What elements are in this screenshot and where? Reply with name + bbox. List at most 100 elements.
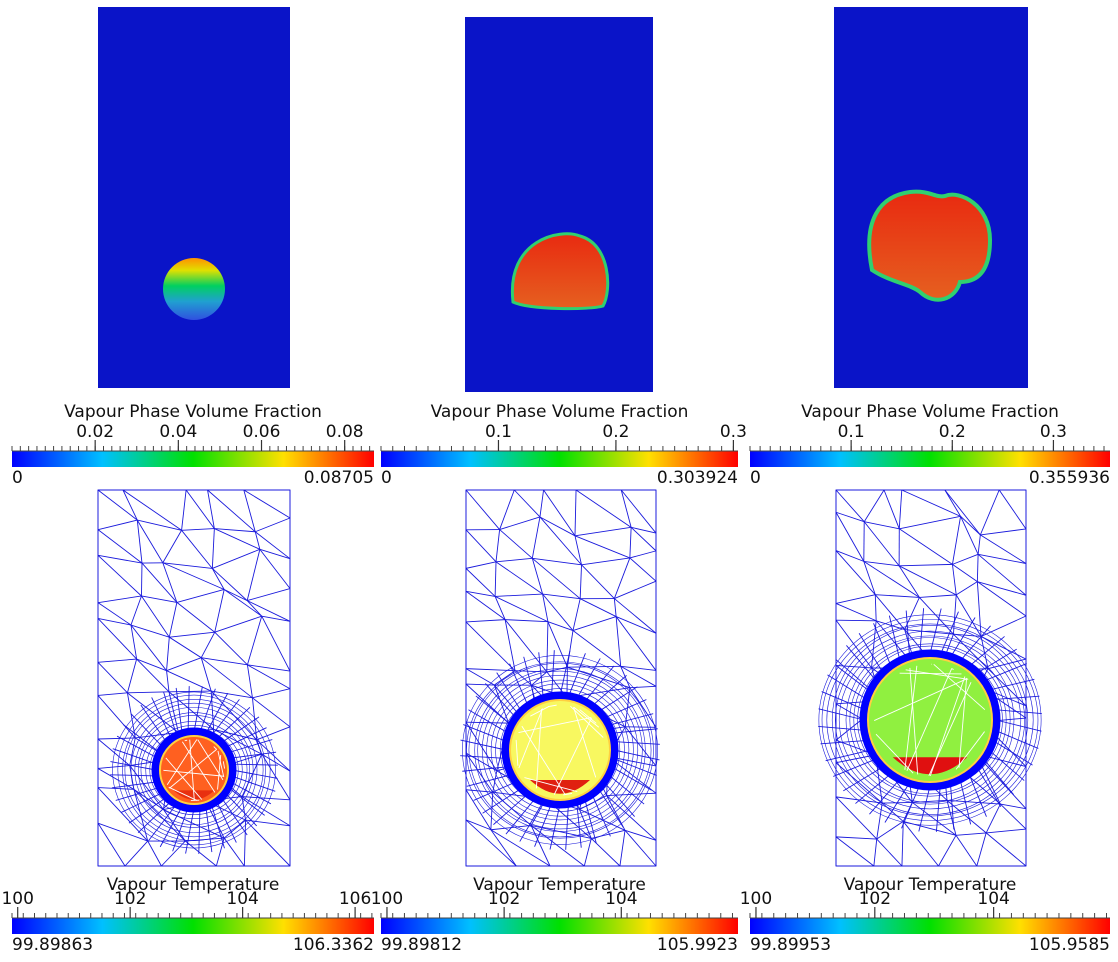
mesh-edge	[836, 595, 875, 604]
mesh-edge	[956, 582, 977, 595]
mesh-edge	[161, 841, 185, 866]
mesh-edge	[977, 833, 986, 866]
mesh-edge	[614, 750, 660, 760]
tick-label: 102	[488, 889, 520, 909]
mesh-edge	[98, 530, 142, 563]
tick-label: 0.04	[159, 422, 197, 442]
mesh-edge	[945, 490, 980, 535]
mesh-edge	[952, 564, 977, 581]
mesh-edge	[978, 554, 1026, 595]
mesh-edge	[981, 636, 1026, 659]
mesh-edge	[211, 691, 252, 698]
mesh-edge	[836, 837, 877, 839]
mesh-edge	[977, 554, 978, 581]
mesh-edge	[110, 775, 156, 776]
mesh-edge	[607, 796, 656, 841]
mesh-edge	[169, 692, 214, 730]
mesh-edge	[496, 558, 532, 562]
mesh-edge	[215, 589, 224, 632]
mesh-edge	[532, 558, 580, 598]
mesh-edge	[902, 490, 961, 516]
mesh-edge	[177, 589, 224, 602]
tick-label: 0.02	[76, 422, 114, 442]
mesh-edge	[630, 527, 631, 558]
mesh-edge	[215, 632, 248, 665]
mesh	[460, 490, 660, 866]
mesh-edge	[532, 558, 542, 594]
tick-label: 0.2	[602, 422, 629, 442]
mesh-edge	[902, 821, 903, 866]
mesh-edge	[247, 665, 290, 689]
mesh-edge	[247, 616, 261, 665]
mesh-edge	[460, 740, 506, 750]
mesh-edge	[496, 562, 543, 594]
mesh-edge	[961, 516, 979, 554]
mesh-edge	[540, 490, 544, 517]
mesh-edge	[582, 558, 630, 565]
bubble	[163, 258, 225, 320]
colorbar	[12, 451, 374, 467]
mesh-edge	[485, 683, 516, 718]
mesh-edge	[225, 728, 267, 748]
mesh-edge	[520, 801, 544, 841]
mesh-edge	[614, 599, 656, 634]
mesh-edge	[514, 490, 540, 517]
mesh-edge	[877, 803, 882, 839]
mesh-edge	[98, 823, 148, 841]
mesh-edge	[980, 529, 1026, 535]
tick-label: 100	[1, 889, 33, 909]
mesh-edge	[608, 714, 653, 726]
max-label: 0.355936	[1029, 468, 1110, 488]
mesh-edge	[182, 530, 213, 568]
mesh-edge	[899, 490, 902, 529]
mesh-edge	[535, 803, 552, 846]
mesh-edge	[137, 659, 169, 692]
mesh-edge	[255, 532, 290, 559]
min-label: 99.89953	[750, 935, 831, 955]
mesh-edge	[956, 833, 986, 835]
mesh-edge	[874, 839, 877, 866]
mesh-edge	[212, 568, 224, 589]
mesh-edge	[836, 603, 876, 620]
mesh-edge	[208, 490, 215, 529]
mesh-edge	[864, 561, 875, 594]
mesh-edge	[616, 617, 621, 667]
mesh-edge	[631, 527, 656, 551]
mesh-edge	[500, 517, 540, 530]
mesh-edge	[98, 490, 137, 520]
mesh-edge	[836, 837, 874, 866]
domain	[98, 7, 290, 388]
mesh-edge	[575, 490, 576, 536]
mesh-edge	[630, 686, 656, 687]
mesh-edge	[547, 622, 548, 672]
mesh-edge	[877, 839, 902, 866]
mesh-edge	[130, 738, 136, 766]
mesh-edge	[882, 803, 903, 821]
mesh-edge	[544, 490, 575, 536]
max-label: 0.303924	[657, 468, 738, 488]
mesh-edge	[244, 820, 245, 866]
tick-label: 0.1	[485, 422, 512, 442]
mesh-edge	[532, 517, 540, 558]
mesh-edge	[169, 691, 211, 692]
mesh-edge	[246, 820, 290, 866]
min-label: 99.89863	[12, 935, 93, 955]
mesh-edge	[123, 490, 182, 530]
mesh-edge	[864, 561, 920, 597]
colorbar	[750, 918, 1110, 934]
min-label: 0	[750, 468, 761, 488]
mesh-edge	[201, 658, 247, 665]
mesh-edge	[621, 666, 656, 670]
mesh-edge	[919, 595, 956, 598]
mesh-edge	[127, 692, 169, 693]
colorbar-title: Vapour Phase Volume Fraction	[801, 402, 1059, 422]
mesh-edge	[98, 520, 137, 530]
min-label: 99.89812	[381, 935, 462, 955]
mesh-edge	[614, 558, 630, 599]
figure: Vapour Phase Volume Fraction0.020.040.06…	[0, 0, 1118, 962]
mesh-edge	[819, 709, 864, 720]
mesh-edge	[905, 630, 954, 635]
mesh-edge	[977, 582, 1026, 616]
mesh-edge	[620, 830, 625, 866]
mesh-edge	[592, 794, 611, 837]
